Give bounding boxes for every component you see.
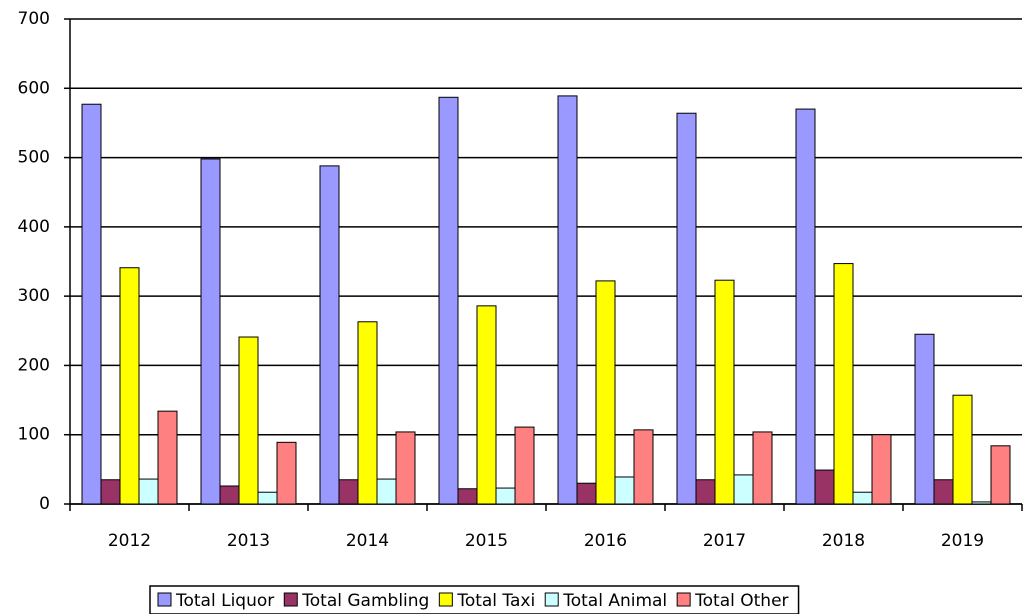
legend-box	[149, 585, 800, 614]
bar	[338, 479, 359, 505]
y-tick-label: 0	[39, 494, 50, 514]
x-tick-label: 2016	[584, 531, 627, 551]
bar	[557, 95, 578, 505]
bar	[852, 491, 873, 505]
bar	[676, 112, 697, 505]
bar	[476, 305, 497, 505]
bar	[595, 280, 616, 505]
x-tick-label: 2015	[465, 531, 508, 551]
bar	[971, 501, 992, 505]
legend-swatch	[676, 592, 691, 607]
bar	[576, 482, 597, 505]
legend-label: Total Liquor	[175, 591, 274, 611]
legend-swatch	[544, 592, 559, 607]
bar	[219, 485, 240, 505]
legend-swatch	[283, 592, 298, 607]
x-tick-label: 2017	[703, 531, 746, 551]
bar	[990, 445, 1011, 505]
bar	[933, 479, 954, 505]
legend: Total Liquor Total Gambling Total Taxi Tota…	[149, 585, 800, 614]
bar	[157, 410, 178, 505]
y-tick-label: 300	[18, 286, 50, 306]
bar	[238, 336, 259, 505]
bar	[733, 474, 754, 505]
bar	[814, 469, 835, 505]
x-tick-label: 2019	[941, 531, 984, 551]
bar	[495, 487, 516, 505]
bar	[200, 158, 221, 505]
legend-swatch	[438, 592, 453, 607]
x-tick-label: 2012	[108, 531, 151, 551]
bar	[614, 476, 635, 505]
bar	[276, 441, 297, 505]
bar	[752, 431, 773, 505]
legend-label: Total Other	[694, 591, 788, 611]
bar	[438, 96, 459, 505]
bar	[633, 429, 654, 505]
bar	[795, 108, 816, 505]
legend-swatch	[157, 592, 172, 607]
y-tick-label: 200	[18, 355, 50, 375]
bar	[100, 479, 121, 505]
y-tick-label: 600	[18, 78, 50, 98]
bar	[395, 431, 416, 505]
legend-label: Total Taxi	[456, 591, 535, 611]
bar	[119, 267, 140, 505]
bar	[714, 279, 735, 505]
bar	[457, 488, 478, 505]
y-tick-label: 100	[18, 425, 50, 445]
bar	[376, 478, 397, 505]
bar	[833, 263, 854, 505]
bar	[319, 165, 340, 505]
x-tick-label: 2014	[346, 531, 389, 551]
legend-label: Total Animal	[562, 591, 667, 611]
legend-label: Total Gambling	[301, 591, 429, 611]
bar	[914, 333, 935, 505]
bar	[357, 321, 378, 505]
bar	[81, 103, 102, 505]
x-tick-label: 2013	[227, 531, 270, 551]
y-tick-label: 500	[18, 148, 50, 168]
bar	[514, 426, 535, 505]
bar	[257, 491, 278, 505]
bar	[952, 394, 973, 505]
bar	[138, 478, 159, 505]
bar	[695, 479, 716, 505]
y-tick-label: 700	[18, 9, 50, 29]
y-tick-label: 400	[18, 217, 50, 237]
x-tick-label: 2018	[822, 531, 865, 551]
bar	[871, 434, 892, 505]
